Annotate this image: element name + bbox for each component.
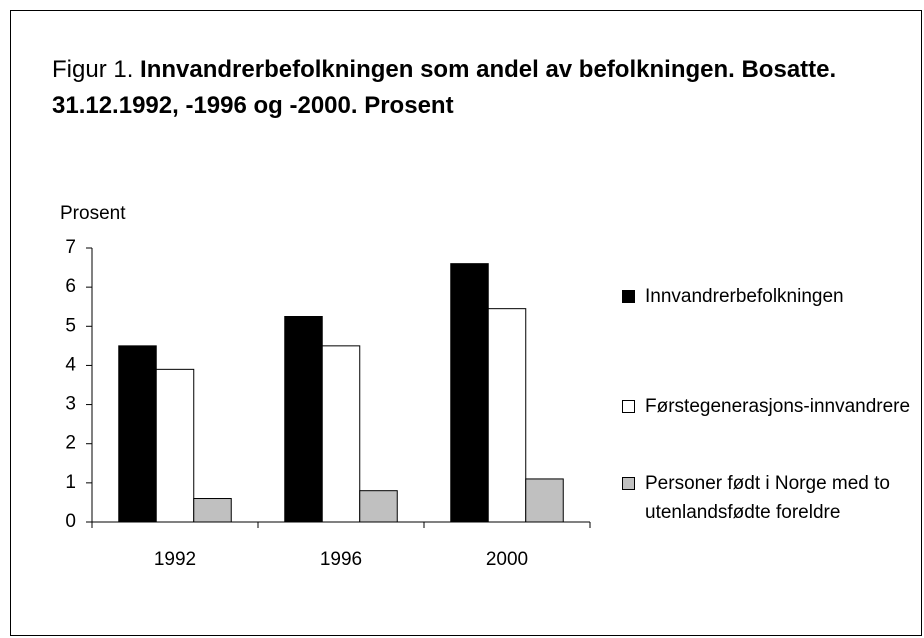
x-tick-label: 2000 [486, 549, 528, 570]
y-tick-label: 7 [65, 237, 76, 258]
x-tick-label: 1996 [320, 549, 362, 570]
bar [193, 498, 232, 523]
bar [155, 368, 195, 523]
y-tick-label: 3 [65, 394, 76, 415]
chart-title: Figur 1. Innvandrerbefolkningen som ande… [52, 52, 842, 124]
x-tick-label: 1992 [154, 549, 196, 570]
bar [359, 490, 398, 523]
y-tick-label: 0 [65, 511, 76, 532]
y-tick-label: 5 [65, 315, 76, 336]
bar [487, 308, 527, 523]
legend-item: Førstegenerasjons-innvandrere [622, 392, 915, 421]
legend-swatch [622, 400, 635, 413]
legend-label: Førstegenerasjons-innvandrere [645, 396, 911, 417]
title-text: Innvandrerbefolkningen som andel av befo… [52, 56, 837, 119]
bar [450, 263, 489, 523]
bar [118, 345, 157, 523]
y-tick-label: 1 [65, 472, 76, 493]
legend-label: Personer født i Norge med to utenlandsfø… [645, 473, 890, 523]
y-tick-label: 6 [65, 276, 76, 297]
legend-label: Innvandrerbefolkningen [645, 286, 844, 307]
legend-swatch [622, 290, 635, 303]
legend-item: Personer født i Norge med to utenlandsfø… [622, 469, 915, 527]
bar [284, 316, 323, 523]
chart-frame [10, 10, 922, 636]
bar [321, 345, 361, 523]
y-tick-label: 2 [65, 433, 76, 454]
legend-swatch [622, 477, 635, 490]
y-axis-label: Prosent [60, 203, 126, 224]
title-prefix: Figur 1. [52, 56, 134, 83]
legend-item: Innvandrerbefolkningen [622, 282, 915, 311]
bar [525, 478, 564, 523]
y-tick-label: 4 [65, 354, 76, 375]
